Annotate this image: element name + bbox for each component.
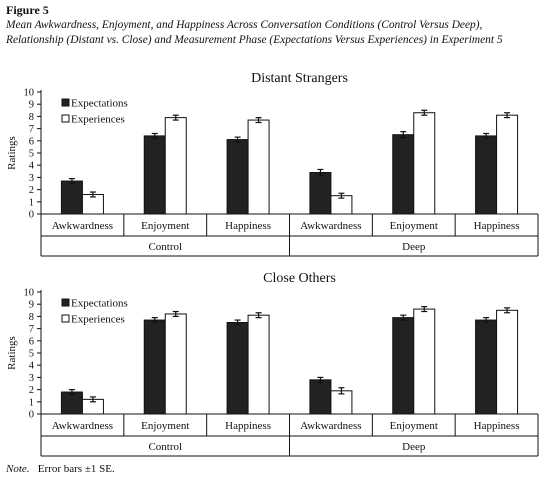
- bar-expectations: [392, 134, 415, 215]
- y-tick-label: 6: [29, 136, 34, 147]
- category-label: Happiness: [474, 420, 520, 432]
- y-tick-label: 1: [29, 397, 34, 408]
- bar-expectations: [143, 319, 166, 415]
- group-label: Deep: [402, 441, 426, 453]
- figure-note: Note. Error bars ±1 SE.: [6, 463, 115, 475]
- group-label: Control: [148, 441, 182, 453]
- y-tick-label: 5: [29, 349, 34, 360]
- y-tick-label: 6: [29, 336, 34, 347]
- bar-experiences: [164, 313, 187, 415]
- y-tick-label: 9: [29, 100, 34, 111]
- bar-experiences: [164, 117, 187, 215]
- y-tick-label: 7: [29, 324, 34, 335]
- category-label: Awkwardness: [52, 220, 113, 232]
- bar-expectations: [309, 172, 332, 215]
- y-axis-label: Ratings: [6, 336, 18, 370]
- legend-label: Expectations: [71, 98, 128, 110]
- note-text: Error bars ±1 SE.: [37, 463, 115, 475]
- bar-expectations: [60, 391, 83, 415]
- bar-expectations: [309, 379, 332, 415]
- legend-swatch: [61, 114, 70, 123]
- group-label: Control: [148, 241, 182, 253]
- y-tick-label: 1: [29, 197, 34, 208]
- category-label: Enjoyment: [141, 420, 189, 432]
- y-axis-label: Ratings: [6, 136, 18, 170]
- y-tick-label: 3: [29, 173, 34, 184]
- figure-label: Figure 5: [6, 3, 49, 17]
- bar-experiences: [247, 314, 270, 415]
- category-label: Enjoyment: [390, 220, 438, 232]
- bar-expectations: [392, 317, 415, 415]
- category-label: Enjoyment: [141, 220, 189, 232]
- legend-label: Expectations: [71, 298, 128, 310]
- bar-experiences: [413, 308, 436, 415]
- y-tick-label: 5: [29, 149, 34, 160]
- legend-swatch: [61, 298, 70, 307]
- legend-swatch: [61, 314, 70, 323]
- y-tick-label: 0: [29, 210, 34, 221]
- bar-expectations: [143, 135, 166, 215]
- y-tick-label: 0: [29, 410, 34, 421]
- y-tick-label: 8: [29, 112, 34, 123]
- y-tick-label: 10: [24, 288, 35, 299]
- category-label: Enjoyment: [390, 420, 438, 432]
- chart-title: Distant Strangers: [251, 71, 348, 86]
- y-tick-label: 10: [24, 88, 35, 99]
- figure-caption: Mean Awkwardness, Enjoyment, and Happine…: [6, 19, 503, 46]
- legend-swatch: [61, 98, 70, 107]
- bar-experiences: [247, 119, 270, 215]
- y-tick-label: 2: [29, 185, 34, 196]
- category-label: Happiness: [474, 220, 520, 232]
- y-tick-label: 7: [29, 124, 34, 135]
- bar-experiences: [496, 309, 519, 415]
- legend-label: Experiences: [71, 114, 125, 126]
- y-tick-label: 4: [29, 161, 35, 172]
- bar-expectations: [226, 322, 249, 415]
- bar-expectations: [226, 139, 249, 215]
- bar-experiences: [413, 112, 436, 215]
- bar-expectations: [475, 135, 498, 215]
- category-label: Happiness: [225, 420, 271, 432]
- category-label: Awkwardness: [300, 420, 361, 432]
- y-tick-label: 2: [29, 385, 34, 396]
- group-label: Deep: [402, 241, 426, 253]
- legend-label: Experiences: [71, 314, 125, 326]
- bar-expectations: [475, 319, 498, 415]
- y-tick-label: 3: [29, 373, 34, 384]
- category-label: Happiness: [225, 220, 271, 232]
- note-prefix: Note.: [6, 463, 30, 475]
- y-tick-label: 4: [29, 361, 35, 372]
- y-tick-label: 8: [29, 312, 34, 323]
- category-label: Awkwardness: [52, 420, 113, 432]
- y-tick-label: 9: [29, 300, 34, 311]
- bar-experiences: [496, 114, 519, 215]
- bar-expectations: [60, 180, 83, 215]
- category-label: Awkwardness: [300, 220, 361, 232]
- chart-title: Close Others: [263, 271, 336, 286]
